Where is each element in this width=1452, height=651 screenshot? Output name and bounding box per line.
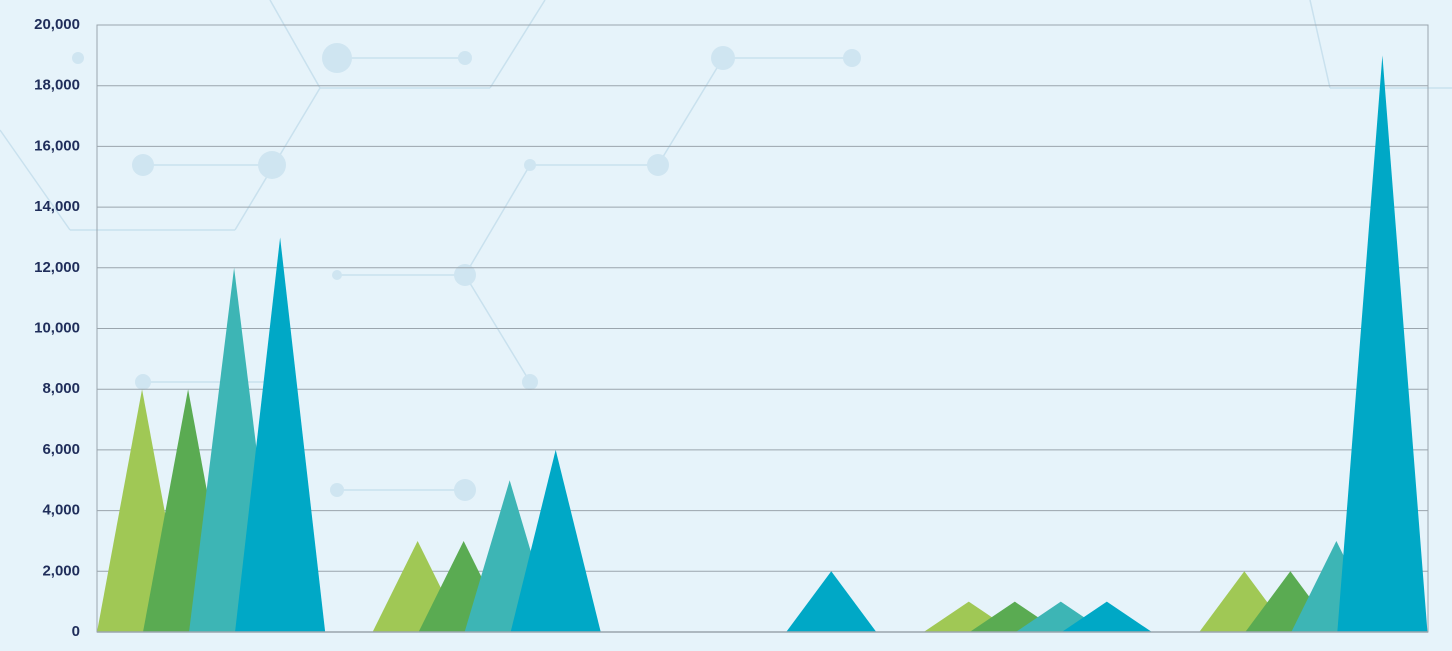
y-tick-label: 10,000 (34, 319, 80, 336)
background-decoration (0, 0, 1452, 501)
y-tick-label: 4,000 (42, 502, 80, 519)
y-tick-label: 0 (72, 623, 80, 640)
y-tick-label: 14,000 (34, 198, 80, 215)
y-tick-label: 20,000 (34, 16, 80, 33)
triangle-bar (1337, 55, 1428, 633)
triangle-bar (1061, 601, 1152, 632)
y-tick-label: 2,000 (42, 562, 80, 579)
y-tick-label: 16,000 (34, 137, 80, 154)
y-tick-label: 12,000 (34, 259, 80, 276)
y-tick-label: 18,000 (34, 77, 80, 94)
triangle-bar (786, 571, 877, 632)
triangle-bar (510, 449, 601, 632)
y-tick-label: 6,000 (42, 441, 80, 458)
triangle-bar (235, 237, 326, 632)
y-tick-label: 8,000 (42, 380, 80, 397)
